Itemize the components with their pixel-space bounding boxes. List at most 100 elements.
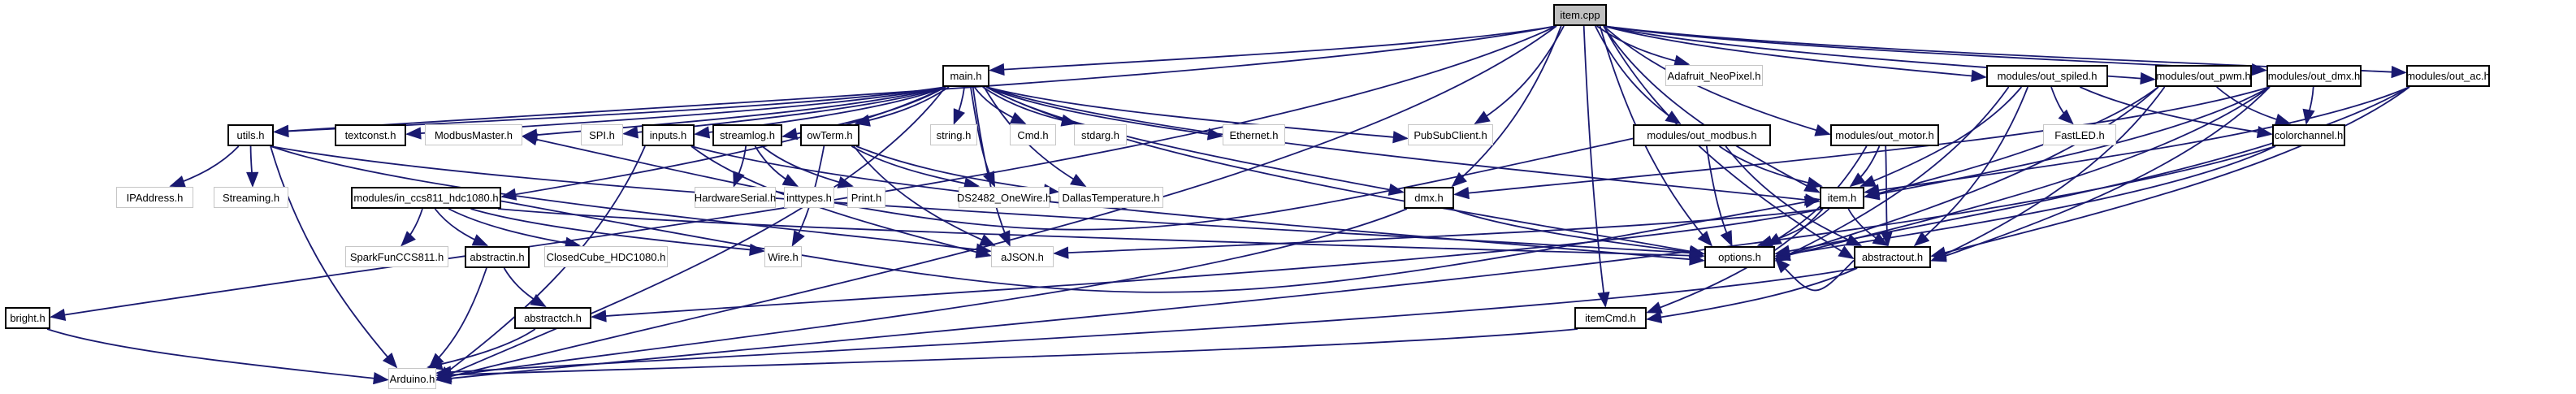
edge-in_ccs811-to-abstractin_h	[434, 208, 489, 246]
graph-node-pubsubclient_h: PubSubClient.h	[1408, 124, 1493, 145]
edge-item_cpp-to-adafruit_neopixel	[1596, 25, 1691, 67]
graph-node-print_h: Print.h	[847, 187, 885, 208]
graph-node-label: Cmd.h	[1017, 128, 1049, 141]
edge-utils_h-to-options_h	[270, 145, 1705, 259]
edge-streamlog_h-to-print_h	[761, 145, 854, 188]
graph-node-label: abstractout.h	[1861, 251, 1924, 263]
graph-node-label: modules/out_pwm.h	[2156, 70, 2251, 82]
graph-node-out_pwm[interactable]: modules/out_pwm.h	[2155, 65, 2252, 87]
graph-node-out_spiled[interactable]: modules/out_spiled.h	[1986, 65, 2108, 87]
graph-node-dmx_h[interactable]: dmx.h	[1404, 187, 1454, 209]
graph-node-utils_h[interactable]: utils.h	[227, 124, 274, 146]
graph-node-string_h: string.h	[930, 124, 977, 145]
edge-abstractout_h-to-options_h	[1774, 258, 1855, 292]
graph-node-streaming_h: Streaming.h	[214, 187, 288, 208]
graph-node-fastled_h: FastLED.h	[2043, 124, 2116, 145]
edge-utils_h-to-arduino_h	[270, 145, 398, 369]
graph-node-label: modules/out_modbus.h	[1647, 129, 1757, 141]
edge-abstractin_h-to-abstractch_h	[503, 267, 547, 307]
graph-node-owterm_h[interactable]: owTerm.h	[800, 124, 859, 146]
edge-itemcmd_h-to-arduino_h	[435, 328, 1578, 381]
edge-main_h-to-stdarg_h	[982, 86, 1077, 127]
edge-in_ccs811-to-item_h	[500, 196, 1821, 293]
edge-inputs_h-to-ajson_h	[691, 145, 992, 258]
graph-node-label: aJSON.h	[1001, 250, 1044, 263]
graph-node-label: owTerm.h	[807, 129, 853, 141]
graph-node-label: DallasTemperature.h	[1062, 191, 1160, 204]
graph-node-label: textconst.h	[344, 129, 396, 141]
graph-node-abstractch_h[interactable]: abstractch.h	[514, 307, 591, 329]
graph-node-colorchannel_h[interactable]: colorchannel.h	[2272, 124, 2345, 146]
edge-main_h-to-options_h	[985, 86, 1705, 258]
graph-node-label: Streaming.h	[222, 191, 280, 204]
edge-item_cpp-to-dmx_h	[1451, 25, 1562, 188]
graph-node-label: modules/out_motor.h	[1835, 129, 1934, 141]
edge-item_cpp-to-main_h	[989, 25, 1557, 76]
edge-main_h-to-owterm_h	[854, 86, 950, 127]
graph-node-label: abstractch.h	[524, 312, 582, 324]
edge-utils_h-to-streaming_h	[246, 145, 259, 188]
graph-node-out_motor[interactable]: modules/out_motor.h	[1830, 124, 1939, 146]
edge-out_modbus-to-modbusmaster_h	[522, 133, 1634, 231]
edge-out_spiled-to-item_h	[1859, 86, 2023, 187]
graph-node-ethernet_h: Ethernet.h	[1223, 124, 1285, 145]
graph-node-label: modules/in_ccs811_hdc1080.h	[353, 192, 499, 204]
graph-node-out_modbus[interactable]: modules/out_modbus.h	[1633, 124, 1771, 146]
edge-item_cpp-to-itemcmd_h	[1582, 25, 1610, 308]
graph-node-sparkfunccs811_h: SparkFunCCS811.h	[345, 246, 448, 267]
graph-node-inputs_h[interactable]: inputs.h	[642, 124, 695, 146]
edge-dmx_h-to-options_h	[1450, 208, 1705, 258]
graph-node-itemcmd_h[interactable]: itemCmd.h	[1574, 307, 1647, 329]
graph-node-out_ac[interactable]: modules/out_ac.h	[2406, 65, 2490, 87]
edge-owterm_h-to-ajson_h	[853, 145, 996, 246]
graph-node-textconst_h[interactable]: textconst.h	[335, 124, 406, 146]
edge-main_h-to-arduino_h	[435, 86, 946, 381]
edge-streamlog_h-to-inttypes_h	[754, 145, 799, 187]
edge-main_h-to-string_h	[953, 86, 966, 125]
edge-item_cpp-to-pubsubclient_h	[1474, 25, 1565, 125]
graph-node-hardwareserial_h: HardwareSerial.h	[695, 187, 776, 208]
edge-out_pwm-to-options_h	[1774, 86, 2159, 261]
edge-out_dmx-to-colorchannel_h	[2302, 86, 2315, 125]
graph-node-out_dmx[interactable]: modules/out_dmx.h	[2266, 65, 2362, 87]
graph-node-ds2482_onewire_h: DS2482_OneWire.h	[957, 187, 1051, 208]
graph-node-streamlog_h[interactable]: streamlog.h	[712, 124, 782, 146]
graph-node-abstractout_h[interactable]: abstractout.h	[1854, 246, 1931, 268]
edge-out_motor-to-abstractout_h	[1880, 145, 1893, 247]
graph-node-closedcube_hdc1080_h: ClosedCube_HDC1080.h	[544, 246, 668, 267]
edge-main_h-to-pubsubclient_h	[985, 86, 1409, 144]
graph-node-cmd_h: Cmd.h	[1010, 124, 1056, 145]
edge-out_pwm-to-colorchannel_h	[2216, 86, 2292, 126]
graph-node-label: IPAddress.h	[126, 191, 184, 204]
edge-out_ac-to-item_h	[1864, 86, 2410, 197]
graph-node-item_cpp[interactable]: item.cpp	[1553, 4, 1607, 26]
graph-node-label: stdarg.h	[1081, 128, 1119, 141]
graph-node-abstractin_h[interactable]: abstractin.h	[465, 246, 530, 268]
edge-main_h-to-item_h	[985, 86, 1821, 206]
edge-inputs_h-to-arduino_h	[435, 145, 646, 381]
graph-node-label: main.h	[950, 70, 982, 82]
graph-node-item_h[interactable]: item.h	[1820, 187, 1864, 209]
edge-abstractout_h-to-arduino_h	[435, 267, 1858, 379]
graph-node-in_ccs811[interactable]: modules/in_ccs811_hdc1080.h	[351, 187, 501, 209]
edge-out_ac-to-abstractout_h	[1930, 86, 2410, 259]
graph-node-label: dmx.h	[1414, 192, 1444, 204]
graph-node-options_h[interactable]: options.h	[1704, 246, 1775, 268]
edge-out_modbus-to-item_h	[1719, 145, 1823, 189]
graph-node-label: inputs.h	[649, 129, 687, 141]
graph-node-inttypes_h: inttypes.h	[784, 187, 834, 208]
graph-node-label: Print.h	[851, 191, 882, 204]
graph-node-main_h[interactable]: main.h	[942, 65, 989, 87]
edge-abstractout_h-to-itemcmd_h	[1646, 267, 1858, 323]
graph-node-adafruit_neopixel: Adafruit_NeoPixel.h	[1665, 65, 1763, 86]
graph-node-ajson_h: aJSON.h	[991, 246, 1054, 267]
graph-node-label: ClosedCube_HDC1080.h	[546, 250, 666, 263]
edge-out_motor-to-item_h	[1849, 145, 1881, 188]
graph-node-label: FastLED.h	[2054, 128, 2105, 141]
edge-inputs_h-to-options_h	[691, 145, 1705, 266]
edge-utils_h-to-ipaddress_h	[169, 145, 240, 188]
edge-out_pwm-to-abstractout_h	[1930, 86, 2166, 262]
graph-node-bright_h[interactable]: bright.h	[5, 307, 50, 329]
